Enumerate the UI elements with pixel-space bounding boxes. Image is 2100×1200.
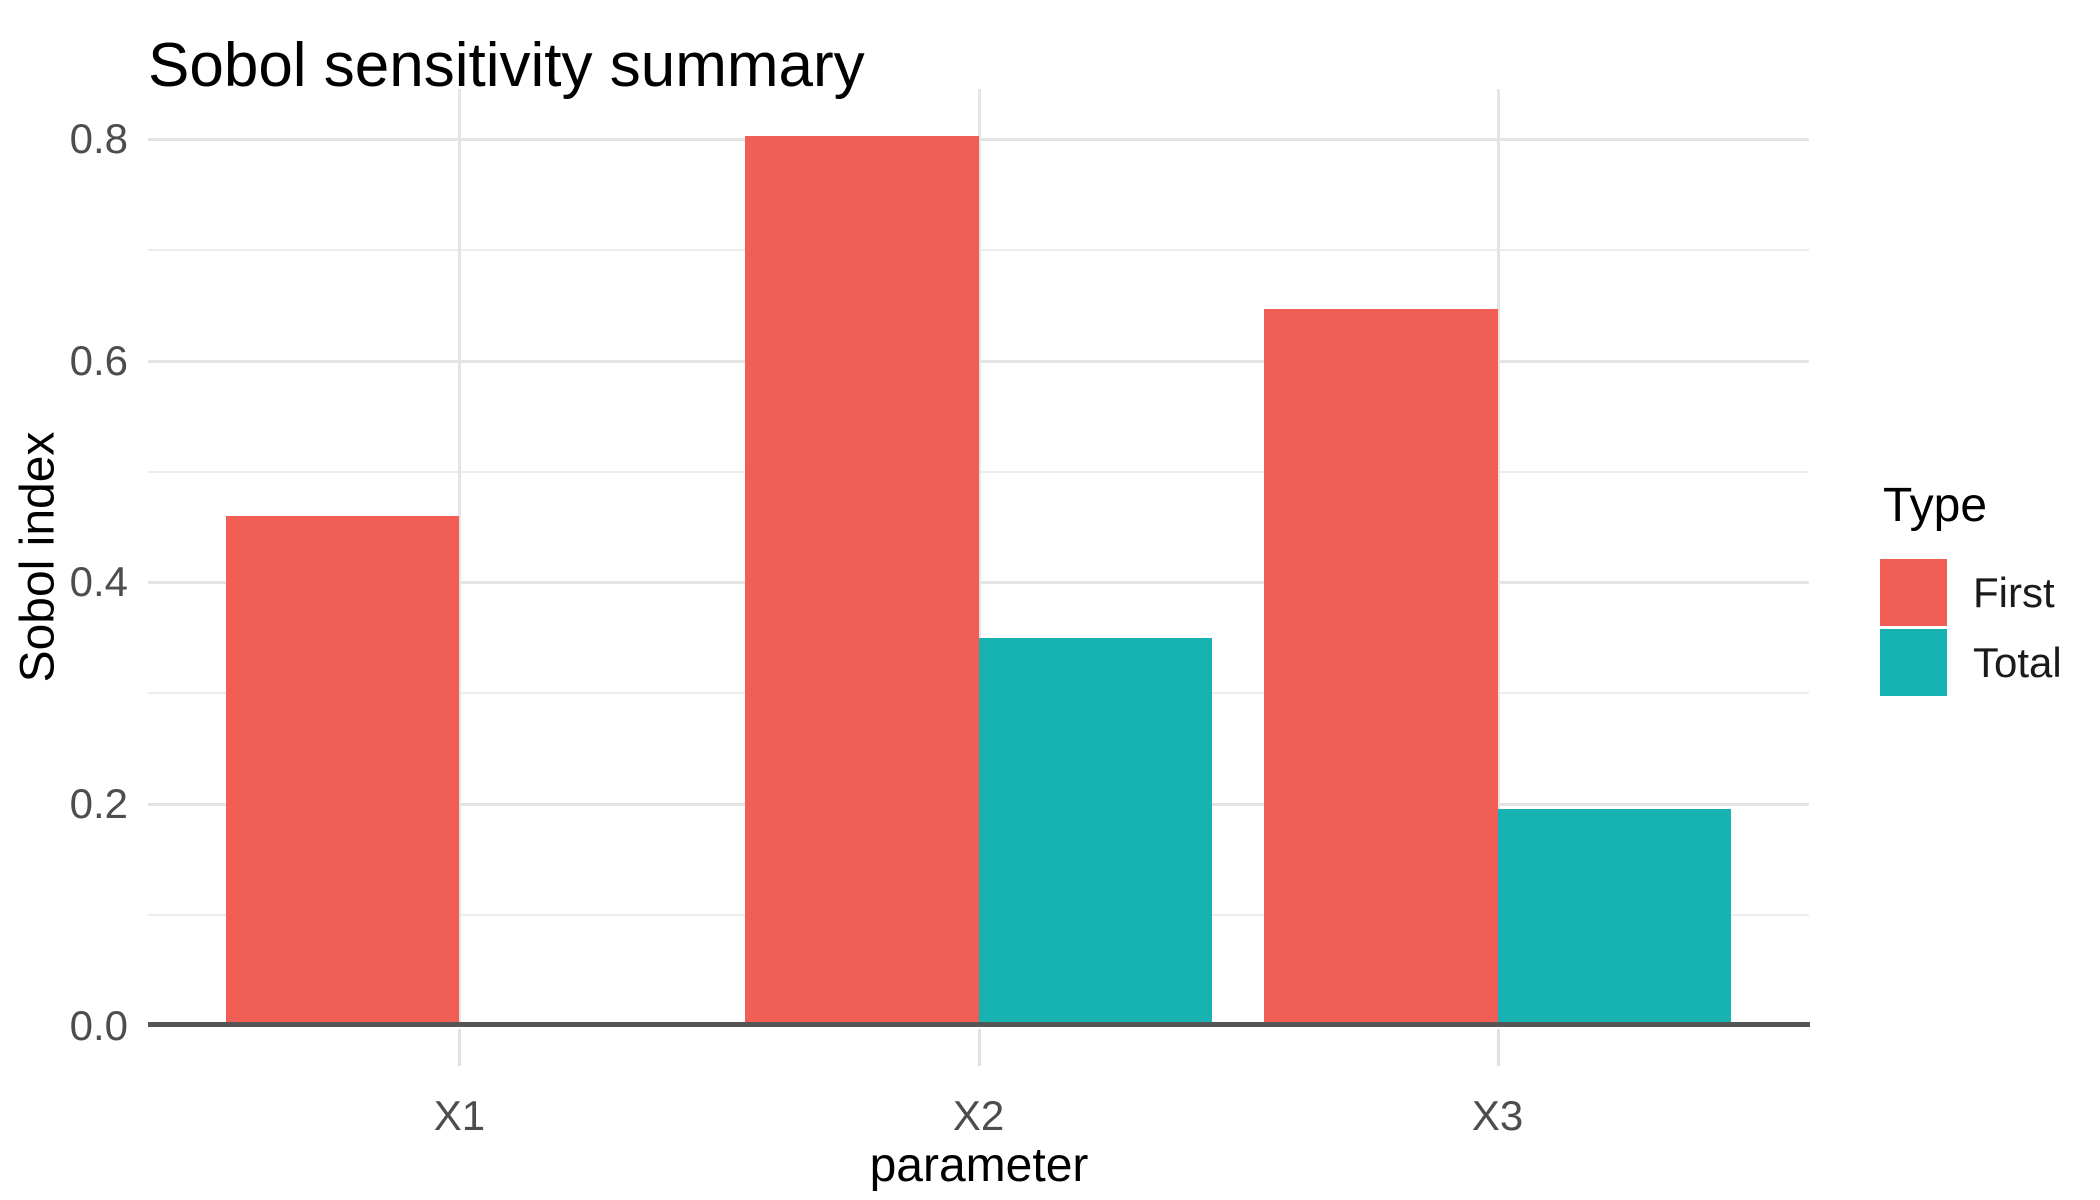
gridline-x-X1: [458, 89, 462, 1022]
legend-entry-first: First: [1880, 559, 2062, 626]
bar-first-X3: [1263, 308, 1498, 1026]
bar-first-X2: [744, 135, 979, 1026]
y-tick-label-0.8: 0.8: [69, 114, 128, 162]
legend-label-total: Total: [1973, 638, 2062, 686]
legend-entry-total: Total: [1880, 629, 2062, 696]
x-tick-label-X1: X1: [433, 1092, 486, 1139]
x-axis-tick-X1: [458, 1029, 462, 1066]
gridline-x-X3: [1496, 89, 1500, 1022]
y-axis-title: Sobol index: [11, 431, 65, 683]
y-tick-label-0.6: 0.6: [69, 336, 128, 384]
bar-total-X2: [978, 637, 1213, 1026]
bar-first-X1: [225, 515, 460, 1026]
y-tick-label-0.0: 0.0: [69, 1002, 128, 1049]
bar-total-X3: [1497, 808, 1732, 1026]
legend-swatch-total: [1880, 629, 1947, 696]
legend-swatch-first: [1880, 559, 1947, 626]
x-tick-label-X3: X3: [1471, 1092, 1524, 1139]
chart-title: Sobol sensitivity summary: [148, 31, 865, 100]
x-axis-line: [148, 1022, 1810, 1027]
x-tick-label-X2: X2: [952, 1092, 1005, 1139]
legend-title: Type: [1883, 479, 1988, 532]
y-tick-label-0.4: 0.4: [69, 558, 128, 606]
legend: Type First Total: [1880, 478, 2062, 699]
legend-label-first: First: [1973, 568, 2055, 616]
gridline-x-X2: [977, 89, 981, 1022]
y-tick-label-0.2: 0.2: [69, 780, 128, 828]
x-axis-tick-X2: [977, 1029, 981, 1066]
x-axis-title: parameter: [869, 1139, 1089, 1192]
x-axis-tick-X3: [1496, 1029, 1500, 1066]
